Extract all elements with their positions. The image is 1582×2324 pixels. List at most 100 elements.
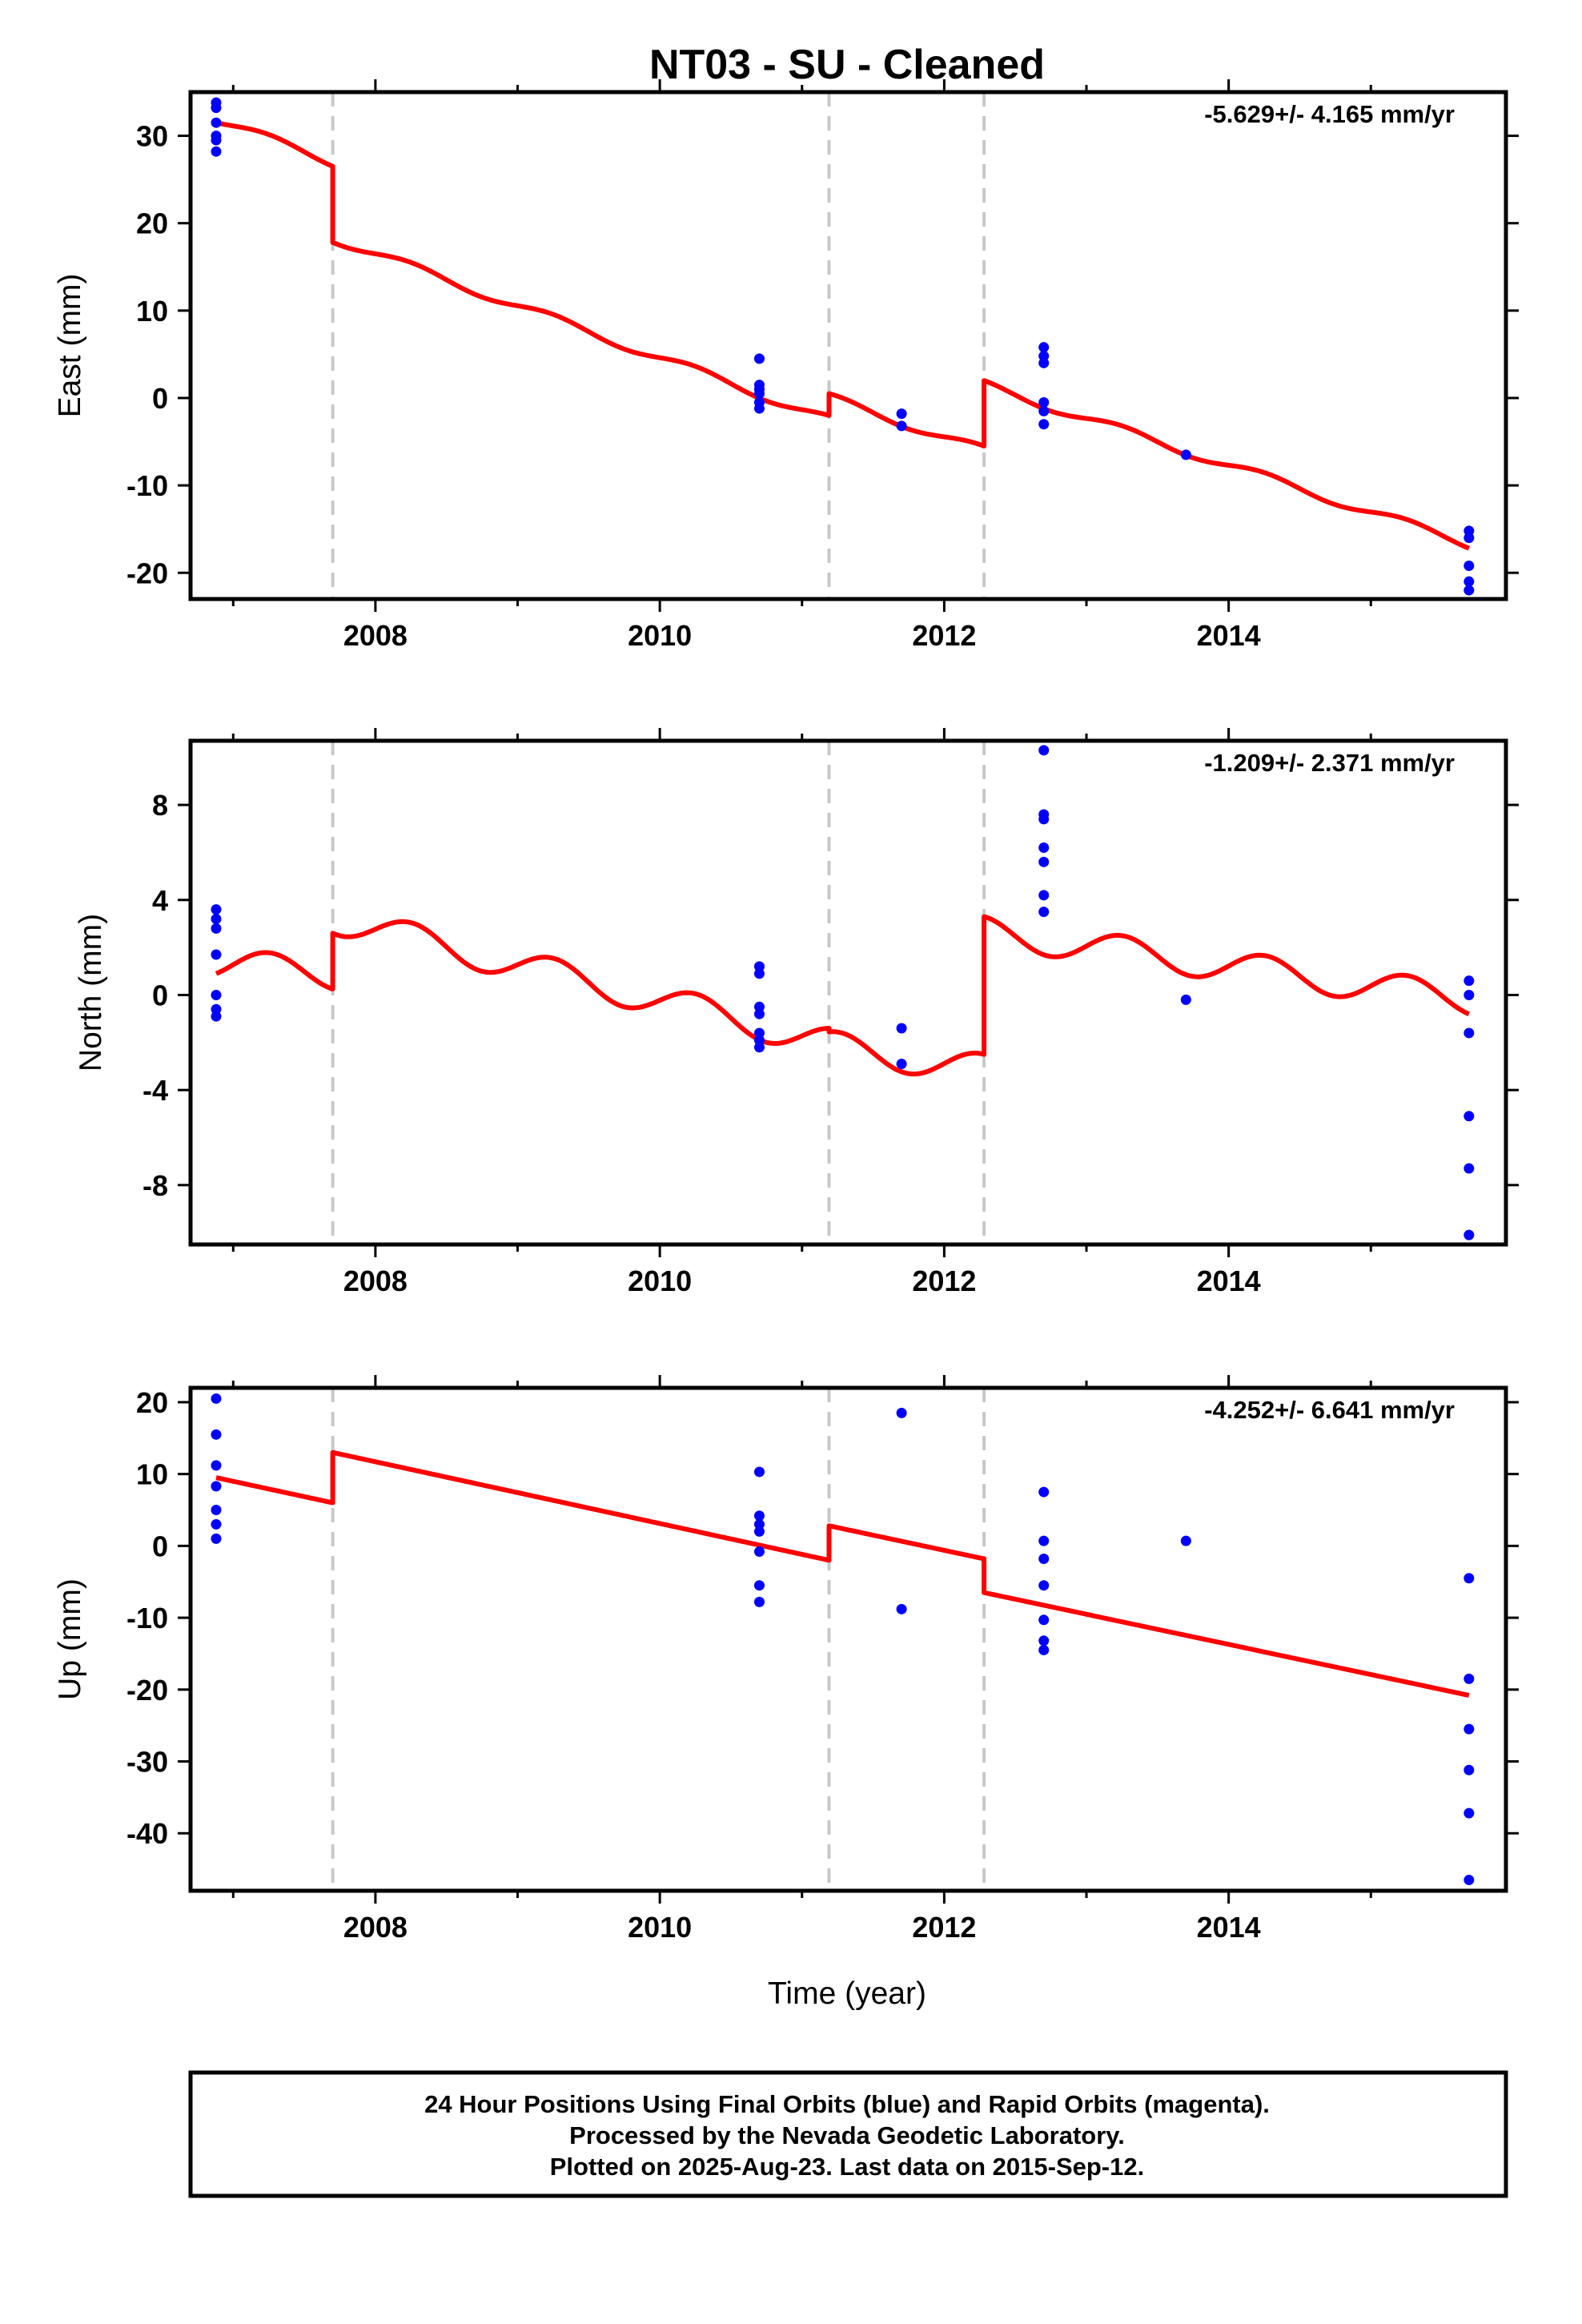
up-data-point-13 <box>753 1596 765 1607</box>
east-data-point-19 <box>1038 419 1050 430</box>
east-data-point-12 <box>896 408 907 420</box>
up-data-point-22 <box>1038 1644 1050 1655</box>
east-x-tick-label: 2014 <box>1197 619 1261 652</box>
north-data-point-11 <box>753 1027 765 1039</box>
north-plot-frame <box>188 738 1508 1247</box>
up-data-point-11 <box>753 1546 765 1558</box>
up-y-tick-label: 10 <box>136 1458 168 1491</box>
up-y-tick-label: -10 <box>126 1602 168 1634</box>
north-data-point-19 <box>1038 842 1050 854</box>
east-rate-label: -5.629+/- 4.165 mm/yr <box>1204 100 1455 128</box>
east-x-tick-label: 2010 <box>628 619 692 652</box>
up-y-tick-label: -20 <box>126 1674 168 1707</box>
up-y-tick-label: 0 <box>152 1530 168 1562</box>
north-data-point-28 <box>1464 1163 1475 1174</box>
north-data-point-15 <box>896 1059 907 1070</box>
east-model-line <box>214 120 1470 551</box>
east-data-point-13 <box>896 420 907 432</box>
east-y-tick-label: 20 <box>136 207 168 240</box>
figure-title: NT03 - SU - Cleaned <box>649 42 1045 88</box>
north-data-point-20 <box>1038 856 1050 867</box>
east-data-point-5 <box>211 146 222 157</box>
up-data-point-14 <box>896 1407 907 1418</box>
up-model-line <box>214 1449 1470 1698</box>
east-data-point-4 <box>211 135 222 146</box>
east-x-tick-label: 2012 <box>912 619 976 652</box>
east-data-point-20 <box>1180 449 1191 460</box>
east-data-point-1 <box>211 103 222 114</box>
north-x-tick-label: 2014 <box>1197 1265 1261 1297</box>
up-x-tick-label: 2008 <box>343 1911 408 1944</box>
up-y-tick-label: -40 <box>126 1817 168 1850</box>
up-data-point-15 <box>896 1603 907 1614</box>
north-y-tick-label: 4 <box>152 884 168 917</box>
east-data-point-2 <box>211 117 222 128</box>
up-data-point-2 <box>211 1460 222 1471</box>
up-data-point-29 <box>1464 1875 1475 1886</box>
east-y-tick-label: 30 <box>136 120 168 153</box>
up-data-point-17 <box>1038 1535 1050 1546</box>
north-x-tick-label: 2010 <box>628 1265 692 1297</box>
north-data-point-5 <box>211 1003 222 1015</box>
up-data-point-6 <box>211 1533 222 1544</box>
x-axis-label: Time (year) <box>768 1976 926 2011</box>
north-data-point-25 <box>1464 989 1475 1000</box>
up-rate-label: -4.252+/- 6.641 mm/yr <box>1204 1396 1455 1424</box>
north-data-point-18 <box>1038 814 1050 825</box>
east-y-axis-label: East (mm) <box>53 274 87 418</box>
north-data-point-1 <box>211 914 222 925</box>
up-data-point-4 <box>211 1505 222 1516</box>
up-data-point-19 <box>1038 1580 1050 1591</box>
east-data-point-25 <box>1464 585 1475 596</box>
north-data-point-2 <box>211 923 222 934</box>
up-data-point-18 <box>1038 1554 1050 1565</box>
east-data-point-22 <box>1464 533 1475 544</box>
north-y-tick-label: 8 <box>152 789 168 822</box>
up-data-point-3 <box>211 1481 222 1492</box>
east-data-point-9 <box>753 388 765 400</box>
north-data-point-13 <box>753 1042 765 1053</box>
east-data-point-23 <box>1464 561 1475 572</box>
north-x-tick-label: 2012 <box>912 1265 976 1297</box>
north-rate-label: -1.209+/- 2.371 mm/yr <box>1204 749 1455 777</box>
up-y-tick-label: -30 <box>126 1746 168 1779</box>
up-data-point-23 <box>1180 1535 1191 1546</box>
up-data-point-20 <box>1038 1614 1050 1626</box>
north-data-point-4 <box>211 989 222 1000</box>
north-data-point-27 <box>1464 1111 1475 1122</box>
north-y-tick-label: 0 <box>152 979 168 1011</box>
north-y-tick-label: -4 <box>143 1074 168 1107</box>
caption-line-2: Processed by the Nevada Geodetic Laborat… <box>569 2121 1125 2149</box>
north-data-point-12 <box>753 1035 765 1046</box>
up-y-axis-label: Up (mm) <box>53 1578 87 1700</box>
up-data-point-21 <box>1038 1635 1050 1647</box>
up-data-point-7 <box>753 1466 765 1478</box>
up-data-point-28 <box>1464 1807 1475 1819</box>
east-y-tick-label: 0 <box>152 382 168 415</box>
east-y-tick-label: -20 <box>126 557 168 589</box>
up-plot-frame <box>188 1385 1508 1893</box>
north-y-axis-label: North (mm) <box>74 914 108 1072</box>
north-x-tick-label: 2008 <box>343 1265 408 1297</box>
north-y-tick-label: -8 <box>143 1169 168 1202</box>
up-x-tick-label: 2014 <box>1197 1911 1261 1944</box>
north-data-point-10 <box>753 1008 765 1019</box>
north-data-point-26 <box>1464 1027 1475 1039</box>
east-data-point-18 <box>1038 405 1050 416</box>
up-data-point-26 <box>1464 1723 1475 1735</box>
up-x-tick-label: 2012 <box>912 1911 976 1944</box>
north-panel: 2008 2010 2012 2014 8 4 0 -4 -8 North (mm) -1.209+… <box>74 728 1519 1297</box>
north-data-point-3 <box>211 949 222 960</box>
north-data-point-8 <box>753 968 765 979</box>
up-y-tick-label: 20 <box>136 1386 168 1419</box>
up-data-point-5 <box>211 1518 222 1530</box>
east-data-point-11 <box>753 403 765 414</box>
north-data-point-0 <box>211 904 222 915</box>
east-x-tick-label: 2008 <box>343 619 408 652</box>
north-data-point-29 <box>1464 1229 1475 1240</box>
east-plot-frame <box>188 90 1508 601</box>
north-data-point-24 <box>1464 975 1475 987</box>
north-data-point-22 <box>1038 907 1050 918</box>
